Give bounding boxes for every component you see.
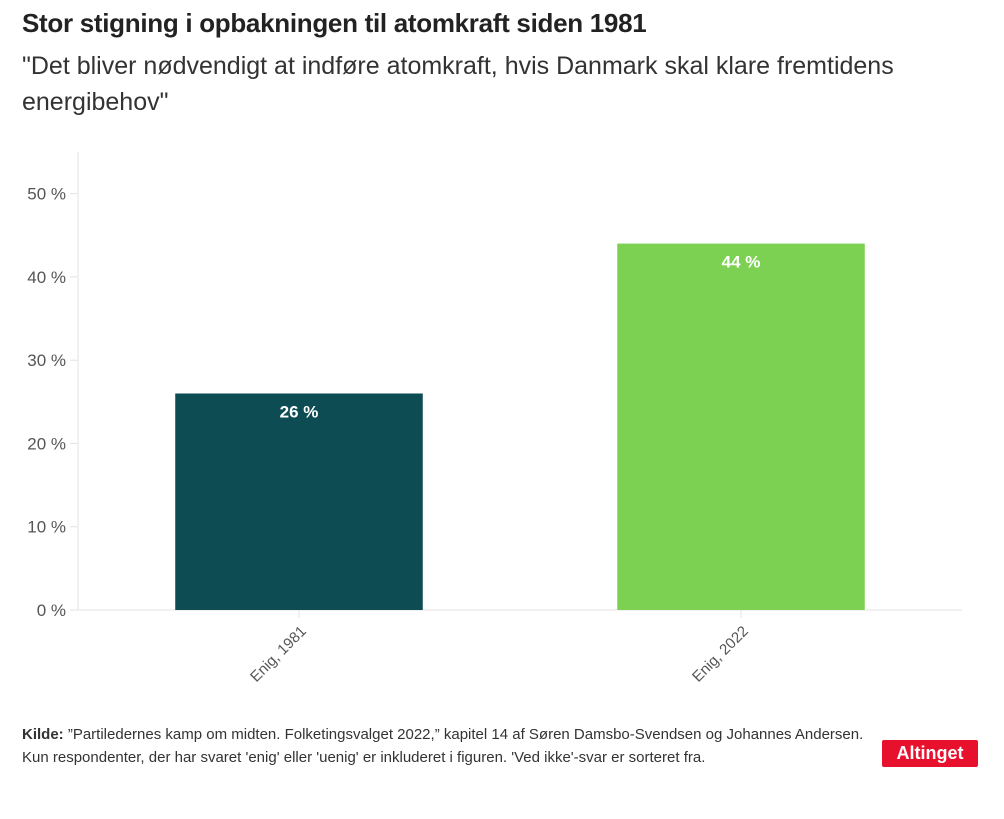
y-tick-label: 30 % [27, 351, 66, 370]
y-tick-label: 40 % [27, 268, 66, 287]
altinget-logo: Altinget [882, 740, 978, 767]
bar [617, 243, 865, 610]
x-tick-label: Enig, 1981 [247, 623, 310, 686]
y-tick-label: 20 % [27, 434, 66, 453]
bar [175, 393, 423, 610]
bar-data-label: 44 % [722, 253, 761, 272]
chart-footer: Kilde: ”Partiledernes kamp om midten. Fo… [22, 723, 882, 769]
chart-title: Stor stigning i opbakningen til atomkraf… [22, 8, 647, 38]
source-text: ”Partiledernes kamp om midten. Folketing… [63, 726, 864, 743]
bar-data-label: 26 % [280, 402, 319, 421]
y-tick-label: 50 % [27, 185, 66, 204]
chart-subtitle: "Det bliver nødvendigt at indføre atomkr… [22, 52, 894, 116]
bar-chart: 0 % 10 % 20 % 30 % 40 % 50 % 26 % Enig, 1981 44 … [27, 152, 962, 686]
x-tick-label: Enig, 2022 [689, 623, 752, 686]
footnote: Kun respondenter, der har svaret 'enig' … [22, 749, 706, 766]
y-tick-label: 0 % [37, 601, 66, 620]
source-label: Kilde: [22, 726, 64, 743]
y-tick-label: 10 % [27, 518, 66, 537]
